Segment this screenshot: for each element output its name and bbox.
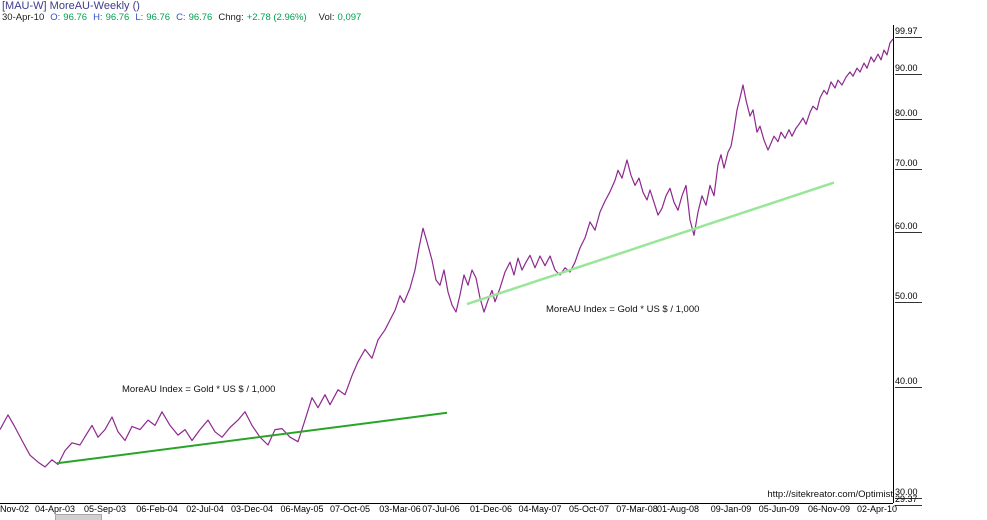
watermark-url: http://sitekreator.com/Optimist [767,489,893,500]
chart-header: [MAU-W] MoreAU-Weekly () 30-Apr-10 O: 96… [2,0,361,24]
y-axis-tick-label: 29.37 [895,494,922,506]
quote-low: L: 96.76 [135,12,170,24]
x-axis-tick-label: 05-Jun-09 [758,504,800,514]
open-value: 96.76 [63,12,88,23]
price-line [0,38,894,468]
x-axis-tick-label: 02-Jul-04 [186,504,224,514]
volume-value: 0,097 [337,12,362,23]
x-axis-tick-label: 07-Oct-05 [329,504,371,514]
volume-label: Vol: [318,12,335,23]
y-axis-tick-label: 70.00 [895,158,922,170]
close-label: C: [176,12,186,23]
low-label: L: [135,12,144,23]
y-axis-tick-label: 60.00 [895,221,922,233]
x-axis-tick-label: 04-Apr-03 [34,504,76,514]
trendline-2[interactable] [466,181,835,306]
quote-change: Chng: +2.78 (2.96%) [218,12,306,24]
x-axis-tick-label: 06-May-05 [280,504,324,514]
chart-annotation-1[interactable]: MoreAU Index = Gold * US $ / 1,000 [122,384,276,395]
x-axis-tick-label: 02-Apr-10 [856,504,898,514]
y-axis-tick-label: 30.00 [895,487,922,499]
quote-close: C: 96.76 [176,12,212,24]
quote-bar: 30-Apr-10 O: 96.76 H: 96.76 L: 96.76 C: … [2,12,361,24]
x-axis-tick-label: 05-Oct-07 [568,504,610,514]
high-value: 96.76 [105,12,130,23]
x-axis-tick-label: 01-Aug-08 [656,504,700,514]
x-axis-tick-label: 07-Jul-06 [422,504,460,514]
quote-high: H: 96.76 [93,12,129,24]
x-axis-tick-label: 03-Mar-06 [379,504,421,514]
x-axis-tick-label: 06-Nov-09 [807,504,851,514]
x-axis-tick-label: 09-Jan-09 [710,504,752,514]
close-value: 96.76 [188,12,213,23]
y-axis-tick-label: 50.00 [895,291,922,303]
y-axis-tick-label: 80.00 [895,108,922,120]
x-axis-tick-label: 06-Feb-04 [136,504,178,514]
y-axis-tick-label: 90.00 [895,63,922,75]
quote-volume: Vol: 0,097 [319,12,362,24]
horizontal-scrollbar-thumb[interactable] [55,514,102,520]
x-axis-tick-label: 04-May-07 [518,504,562,514]
y-axis-tick-label: 99.97 [895,26,922,38]
change-label: Chng: [218,12,244,23]
quote-date: 30-Apr-10 [2,12,45,23]
x-axis-tick-label: -Nov-02 [0,504,30,514]
change-value: +2.78 (2.96%) [246,12,307,23]
x-axis-tick-label: 03-Dec-04 [230,504,274,514]
x-axis-tick-label: 01-Dec-06 [469,504,513,514]
y-axis-tick-label: 40.00 [895,376,922,388]
high-label: H: [93,12,103,23]
chart-annotation-2[interactable]: MoreAU Index = Gold * US $ / 1,000 [546,304,700,315]
trendline-1[interactable] [56,411,448,465]
low-value: 96.76 [146,12,171,23]
x-axis-tick-label: 05-Sep-03 [83,504,127,514]
open-label: O: [50,12,61,23]
security-title: [MAU-W] MoreAU-Weekly () [2,0,140,12]
x-axis-tick-label: 07-Mar-08 [616,504,658,514]
quote-open: O: 96.76 [50,12,87,24]
